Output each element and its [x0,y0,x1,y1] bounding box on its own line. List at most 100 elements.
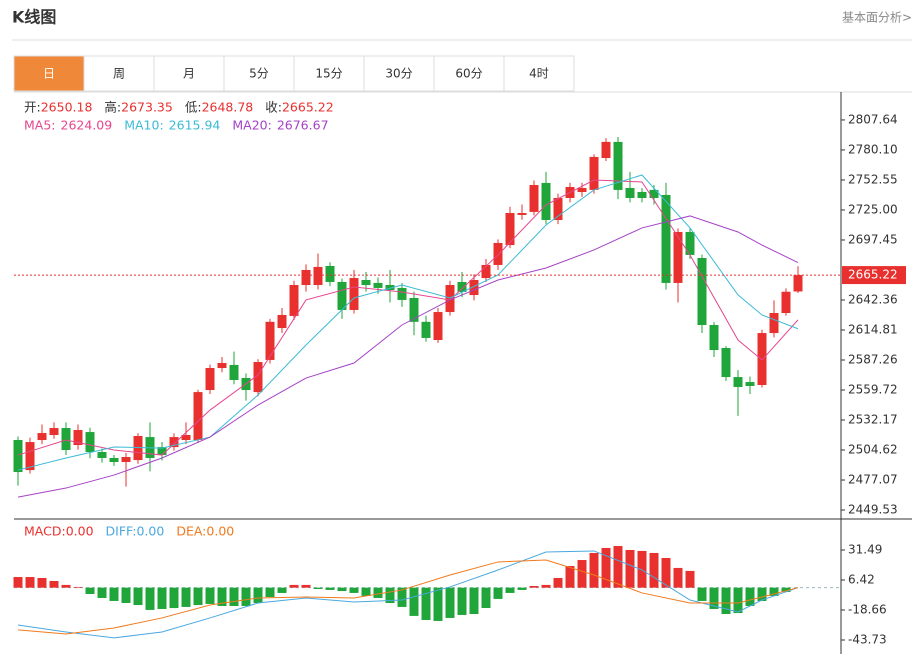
macd-bar [397,587,407,607]
macd-bar [373,587,383,598]
macd-legend-name: DIFF: [106,524,137,539]
macd-bar [637,550,647,588]
macd-bar [121,587,131,603]
macd-bar [61,584,71,588]
candle-body [553,197,563,220]
tab-label[interactable]: 月 [183,67,195,81]
macd-bar [661,558,671,588]
candle-body [409,297,419,322]
macd-bar [169,587,179,609]
tab[interactable] [83,55,155,92]
macd-bar [205,587,215,604]
macd-bar [157,587,167,609]
macd-bar [433,587,443,621]
ma-legend-name: MA20: [232,118,271,133]
candle-body [637,191,647,198]
macd-bar [133,587,143,606]
macd-bar [13,577,23,588]
macd-bar [181,587,191,607]
y-tick-label: -18.66 [848,603,887,617]
macd-bar [217,587,227,606]
tab[interactable] [223,55,295,92]
macd-bar [49,580,59,588]
line [17,550,799,639]
candle-body [673,231,683,283]
tab[interactable] [503,55,575,92]
candle-body [433,312,443,341]
ma-legend-value: 2624.09 [61,118,113,133]
last-price-label: 2665.22 [848,268,898,282]
line [17,215,799,498]
macd-bar [553,577,563,588]
fundamental-link[interactable]: 基本面分析> [842,11,912,25]
macd-bar [349,587,359,593]
candle-body [625,187,635,198]
macd-bar [337,587,347,592]
tab[interactable] [13,55,85,92]
candle-body [73,429,83,446]
tab-label[interactable]: 日 [43,67,55,81]
candle-body [181,435,191,441]
ma-legend-value: 2676.67 [277,118,329,133]
ma-legend-value: 2615.94 [169,118,221,133]
macd-bar [577,560,587,588]
candle-body [481,264,491,279]
candle-body [493,242,503,265]
y-tick-label: 6.42 [848,572,875,586]
tab[interactable] [363,55,435,92]
candle-body [757,333,767,386]
macd-bar [769,587,779,596]
tab-label[interactable]: 60分 [455,67,482,81]
macd-bar [445,587,455,618]
candle-body [721,347,731,378]
macd-bar [361,587,371,596]
macd-bar [109,587,119,601]
candle-body [469,280,479,296]
candle-body [517,213,527,215]
candle-body [205,368,215,391]
macd-bar [73,586,83,588]
macd-bar [697,587,707,601]
candle-body [445,285,455,313]
tab-label[interactable]: 4时 [529,67,549,81]
candle-body [541,182,551,220]
y-tick-label: 2449.53 [848,503,898,517]
candle-body [277,314,287,329]
candle-body [313,266,323,286]
candle-body [25,442,35,471]
y-tick-label: 2532.17 [848,413,898,427]
ma-legend-name: MA5: [24,118,56,133]
macd-bar [505,587,515,593]
candle-body [217,363,227,369]
tab[interactable] [153,55,225,92]
tab-label[interactable]: 5分 [249,67,269,81]
tab-label[interactable]: 周 [113,67,125,81]
candle-body [577,187,587,192]
candle-body [121,457,131,463]
tab-label[interactable]: 15分 [315,67,342,81]
macd-bar [589,552,599,588]
y-tick-label: 2752.55 [848,172,898,186]
macd-legend-value: 0.00 [136,524,164,539]
macd-bar [409,587,419,616]
macd-bar [25,577,35,588]
ohlc-value: 2650.18 [41,100,93,115]
macd-bar [241,587,251,606]
macd-bar [469,587,479,614]
candle-body [373,282,383,288]
macd-bar [517,587,527,590]
candle-body [685,231,695,255]
candle-body [337,281,347,310]
candle-body [385,285,395,291]
tab-label[interactable]: 30分 [385,67,412,81]
candle-body [85,432,95,452]
candle-body [301,269,311,286]
macd-bar [265,587,275,598]
candle-body [157,447,167,456]
candle-body [709,324,719,351]
line [17,174,799,471]
ohlc-value: 2673.35 [121,100,173,115]
candle-body [97,451,107,458]
candle-body [697,257,707,325]
